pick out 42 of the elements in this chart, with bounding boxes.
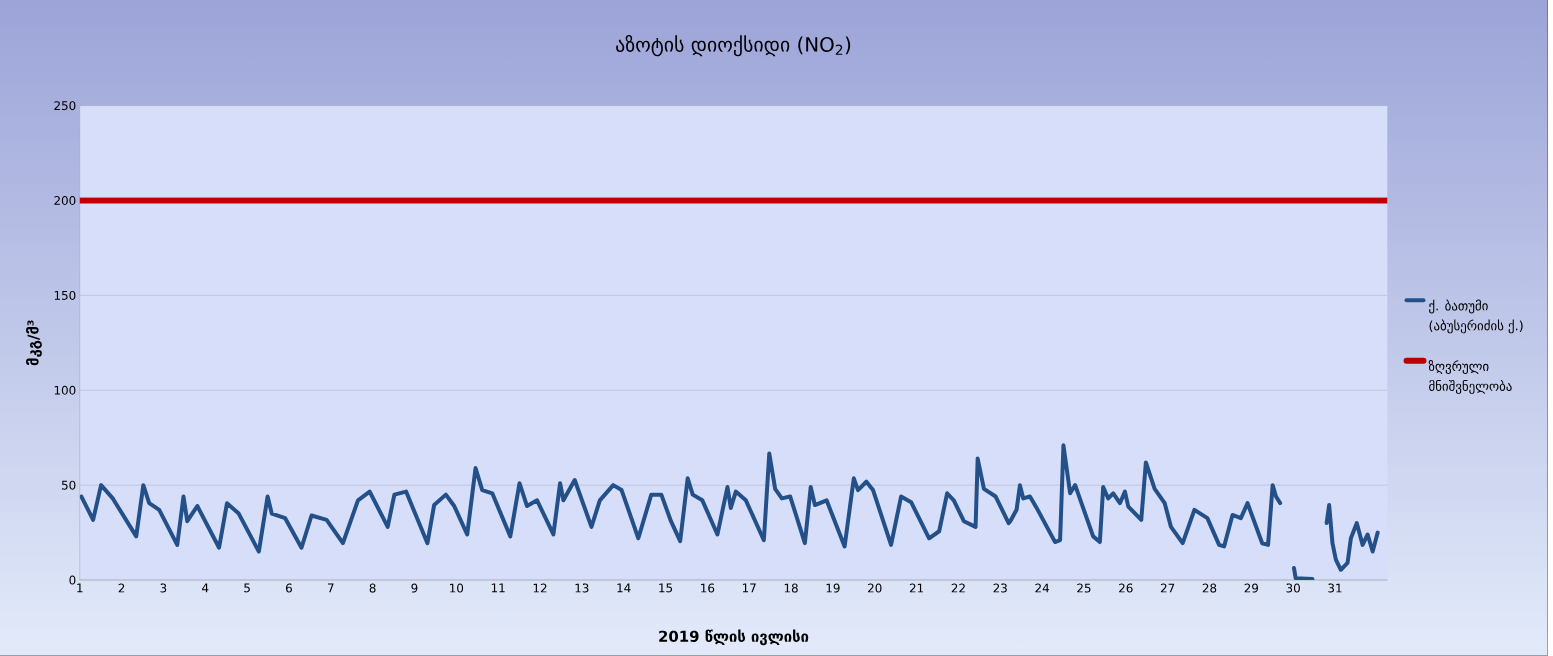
- x-tick-label: 11: [491, 583, 505, 593]
- x-tick-label: 23: [993, 583, 1007, 593]
- x-tick-label: 8: [369, 583, 376, 593]
- x-tick-label: 9: [411, 583, 418, 593]
- x-tick-label: 13: [575, 583, 589, 593]
- chart-title: აზოტის დიოქსიდი (NO$_{2}$): [616, 35, 851, 57]
- x-tick-label: 29: [1244, 583, 1259, 593]
- y-tick-label: 50: [61, 480, 76, 490]
- x-tick-label: 20: [868, 583, 882, 593]
- y-tick-label: 200: [54, 196, 76, 206]
- x-axis-title: 2019 წლის ივლისი: [659, 629, 809, 646]
- x-tick-label: 18: [784, 583, 798, 593]
- x-tick-label: 14: [617, 583, 631, 593]
- x-tick-label: 31: [1328, 583, 1342, 593]
- x-tick-label: 16: [701, 583, 715, 593]
- x-tick-label: 4: [202, 583, 209, 593]
- x-tick-label: 30: [1286, 583, 1300, 593]
- x-tick-label: 15: [659, 583, 673, 593]
- x-tick-label: 25: [1077, 583, 1091, 593]
- x-tick-label: 12: [533, 583, 547, 593]
- x-tick-label: 19: [826, 583, 840, 593]
- x-tick-label: 2: [118, 583, 125, 593]
- x-tick-label: 22: [951, 583, 965, 593]
- y-tick-label: 250: [54, 101, 76, 111]
- y-tick-label: 0: [69, 575, 76, 585]
- x-tick-label: 26: [1119, 583, 1133, 593]
- x-tick-label: 7: [327, 583, 334, 593]
- x-tick-label: 6: [285, 583, 292, 593]
- y-tick-label: 100: [54, 385, 76, 395]
- x-tick-label: 17: [742, 583, 756, 593]
- x-tick-label: 3: [160, 583, 167, 593]
- x-tick-label: 27: [1160, 583, 1175, 593]
- x-tick-label: 5: [244, 583, 250, 593]
- x-tick-label: 1: [77, 583, 83, 593]
- y-tick-label: 150: [54, 290, 76, 301]
- y-axis-title: მკგ/მ³: [26, 320, 42, 366]
- x-tick-label: 10: [450, 583, 464, 593]
- legend-label: ზღვრული მნიშვნელობა: [1428, 360, 1512, 394]
- x-tick-label: 24: [1035, 583, 1050, 593]
- x-tick-label: 21: [909, 583, 924, 593]
- legend-label: ქ. ბათუმი (აბუსერიძის ქ.): [1429, 299, 1523, 334]
- x-tick-label: 28: [1202, 583, 1217, 593]
